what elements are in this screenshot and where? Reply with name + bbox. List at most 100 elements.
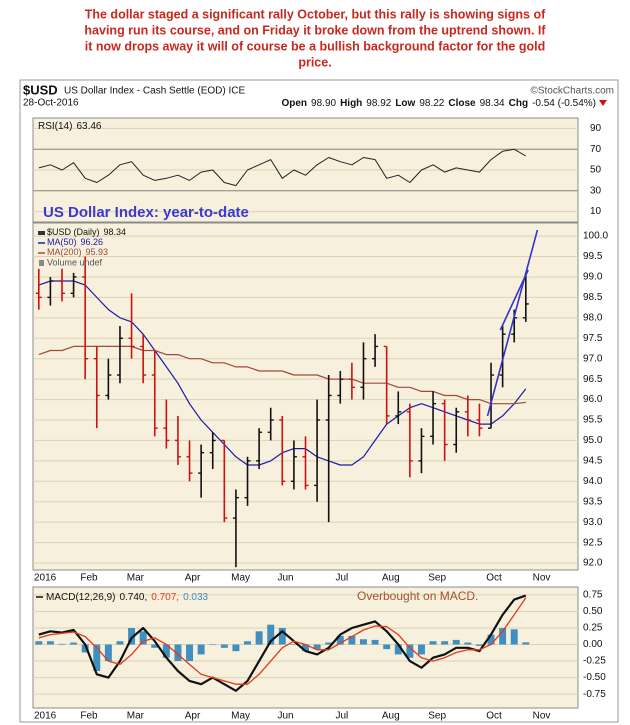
histogram-bar bbox=[220, 644, 228, 648]
legend: MA(50) 96.26 bbox=[47, 237, 103, 247]
x-tick-label: Jul bbox=[335, 711, 348, 722]
legend-swatch bbox=[38, 231, 45, 235]
y-tick-label: 93.0 bbox=[583, 517, 603, 528]
y-tick-label: 0.50 bbox=[583, 606, 603, 617]
y-tick-label: 96.0 bbox=[583, 394, 603, 405]
x-tick-label: Feb bbox=[80, 711, 98, 722]
histogram-bar bbox=[81, 644, 89, 653]
histogram-bar bbox=[348, 635, 356, 645]
y-tick-label: 92.0 bbox=[583, 558, 603, 569]
histogram-bar bbox=[313, 644, 321, 650]
legend-part: 96.26 bbox=[81, 237, 104, 247]
headline: having run its course, and on Friday it … bbox=[84, 23, 546, 37]
y-tick-label: 98.0 bbox=[583, 312, 603, 323]
histogram-bar bbox=[46, 641, 54, 645]
histogram-bar bbox=[35, 641, 43, 645]
y-tick-label: -0.50 bbox=[583, 672, 606, 683]
histogram-bar bbox=[139, 631, 147, 645]
x-tick-label: Jun bbox=[278, 711, 294, 722]
legend-part: MA(50) bbox=[47, 237, 77, 247]
symbol-name: US Dollar Index - Cash Settle (EOD) ICE bbox=[64, 86, 245, 97]
quote-part: 98.22 bbox=[419, 98, 444, 109]
y-tick-label: 50 bbox=[590, 165, 602, 176]
histogram-bar bbox=[336, 635, 344, 645]
histogram-bar bbox=[174, 644, 182, 662]
histogram-bar bbox=[325, 642, 333, 645]
source: ©StockCharts.com bbox=[530, 86, 614, 97]
legend-part: RSI(14) bbox=[38, 121, 72, 132]
y-tick-label: 97.5 bbox=[583, 333, 603, 344]
legend: MACD(12,26,9) 0.740, 0.707, 0.033 bbox=[46, 592, 209, 603]
x-tick-label: Oct bbox=[486, 711, 502, 722]
legend: RSI(14) 63.46 bbox=[38, 121, 102, 132]
macd-line bbox=[38, 594, 527, 692]
histogram-bar bbox=[162, 644, 170, 658]
date: 28-Oct-2016 bbox=[23, 98, 79, 109]
histogram-bar bbox=[441, 641, 449, 645]
histogram-bar bbox=[93, 644, 101, 671]
y-tick-label: 30 bbox=[590, 185, 602, 196]
x-tick-label: Apr bbox=[185, 711, 201, 722]
quote: Open 98.90 High 98.92 Low 98.22 Close 98.34 Chg -… bbox=[281, 98, 596, 109]
histogram-bar bbox=[104, 644, 112, 662]
x-tick-label: May bbox=[231, 711, 250, 722]
histogram-bar bbox=[475, 644, 483, 646]
histogram-bar bbox=[267, 624, 275, 645]
x-tick-label: 2016 bbox=[34, 711, 57, 722]
headline: The dollar staged a significant rally Oc… bbox=[85, 7, 546, 21]
rsi-line bbox=[38, 148, 527, 187]
y-tick-label: 93.5 bbox=[583, 496, 603, 507]
legend: MA(200) 95.93 bbox=[47, 247, 108, 257]
histogram-bar bbox=[278, 627, 286, 645]
histogram-bar bbox=[244, 641, 251, 645]
x-tick-label: Jul bbox=[335, 573, 348, 584]
y-tick-label: 10 bbox=[590, 206, 602, 217]
histogram-bar bbox=[232, 644, 240, 652]
histogram-bar bbox=[128, 627, 136, 645]
histogram-bar bbox=[255, 631, 263, 645]
y-tick-label: 94.0 bbox=[583, 476, 603, 487]
x-tick-label: Feb bbox=[80, 573, 98, 584]
x-tick-label: Mar bbox=[127, 711, 145, 722]
legend-part: 95.93 bbox=[86, 247, 109, 257]
histogram-bar bbox=[487, 634, 495, 645]
y-tick-label: 100.0 bbox=[583, 231, 608, 242]
y-tick-label: 94.5 bbox=[583, 456, 603, 467]
histogram-bar bbox=[522, 642, 530, 645]
x-tick-label: Aug bbox=[382, 573, 400, 584]
histogram-bar bbox=[360, 639, 367, 645]
legend-part: 0.033 bbox=[183, 592, 208, 603]
histogram-bar bbox=[70, 642, 78, 645]
histogram-bar bbox=[209, 644, 217, 646]
panel bbox=[32, 222, 579, 571]
y-tick-label: 98.5 bbox=[583, 292, 603, 303]
y-tick-label: -0.75 bbox=[583, 689, 606, 700]
quote-part: High bbox=[340, 98, 362, 109]
quote-part: 98.34 bbox=[480, 98, 505, 109]
x-tick-label: Mar bbox=[127, 573, 145, 584]
y-tick-label: 92.5 bbox=[583, 537, 603, 548]
symbol: $USD bbox=[23, 82, 58, 97]
trendline bbox=[486, 229, 539, 417]
chart-annotation: Overbought on MACD. bbox=[357, 589, 478, 603]
chart-annotation: US Dollar Index: year-to-date bbox=[43, 204, 249, 221]
histogram-bar bbox=[302, 644, 309, 652]
quote-part: Close bbox=[448, 98, 476, 109]
x-tick-label: Aug bbox=[382, 711, 400, 722]
histogram-bar bbox=[510, 629, 518, 645]
y-tick-label: 99.0 bbox=[583, 272, 603, 283]
histogram-bar bbox=[499, 627, 507, 645]
histogram-bar bbox=[290, 644, 298, 646]
histogram-bar bbox=[58, 643, 66, 645]
quote-part: Chg bbox=[509, 98, 528, 109]
histogram-bar bbox=[429, 641, 437, 645]
legend-part: 98.34 bbox=[104, 227, 127, 237]
headline: it now drops away it will of course be a… bbox=[85, 39, 545, 53]
legend-part: 0.707, bbox=[151, 592, 179, 603]
histogram-bar bbox=[197, 644, 205, 655]
y-tick-label: 95.0 bbox=[583, 435, 603, 446]
legend-part: 0.740, bbox=[119, 592, 147, 603]
quote-part: 98.92 bbox=[366, 98, 391, 109]
y-tick-label: 99.5 bbox=[583, 251, 603, 262]
